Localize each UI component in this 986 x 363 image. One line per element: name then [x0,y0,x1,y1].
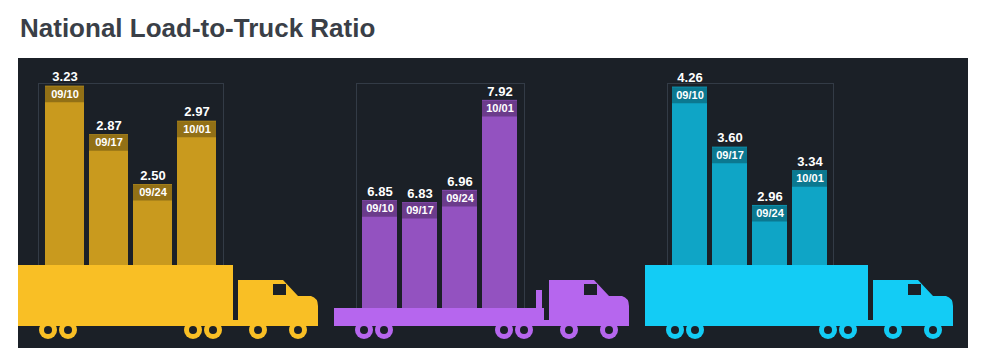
svg-text:10/01: 10/01 [796,172,824,184]
svg-text:10/01: 10/01 [183,123,211,135]
svg-text:09/17: 09/17 [406,204,434,216]
svg-text:09/10: 09/10 [51,88,79,100]
svg-text:2.97: 2.97 [184,104,209,119]
svg-text:2.87: 2.87 [96,118,121,133]
svg-text:09/17: 09/17 [716,149,744,161]
svg-text:2.96: 2.96 [757,189,782,204]
svg-text:09/24: 09/24 [446,192,474,204]
svg-text:6.83: 6.83 [407,186,432,201]
html-text:National Load-to-Truck Ratio: National Load-to-Truck Ratio [20,13,376,43]
svg-text:09/10: 09/10 [676,89,704,101]
svg-text:6.85: 6.85 [367,184,392,199]
svg-text:09/24: 09/24 [756,207,784,219]
svg-text:2.50: 2.50 [140,168,165,183]
svg-text:09/17: 09/17 [95,136,123,148]
svg-text:4.26: 4.26 [677,70,702,85]
svg-text:09/24: 09/24 [139,186,167,198]
svg-text:3.60: 3.60 [717,130,742,145]
svg-text:6.96: 6.96 [447,174,472,189]
svg-text:09/10: 09/10 [366,202,394,214]
svg-text:7.92: 7.92 [487,84,512,99]
svg-text:10/01: 10/01 [486,102,514,114]
svg-text:3.34: 3.34 [797,154,823,169]
svg-text:3.23: 3.23 [52,69,77,84]
